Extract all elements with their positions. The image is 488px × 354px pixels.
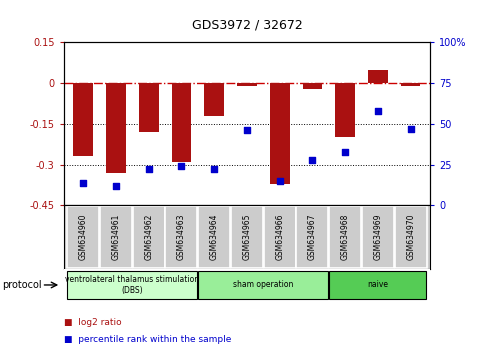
Text: GSM634965: GSM634965 [242,214,251,261]
Point [243,127,250,133]
Bar [335,83,354,137]
Bar [237,83,256,86]
Bar [394,206,426,268]
Bar [302,83,322,88]
Bar [263,206,295,268]
Bar [367,70,387,83]
Text: GSM634961: GSM634961 [111,214,120,261]
Point [275,178,283,184]
Point [341,149,348,154]
Text: GSM634968: GSM634968 [340,214,349,261]
Bar [67,206,99,268]
Bar [106,83,125,173]
Point [79,180,87,185]
Bar [73,83,93,156]
Text: GSM634969: GSM634969 [373,214,382,261]
Point [373,108,381,114]
Bar [171,83,191,162]
Point [210,167,218,172]
Text: ■  percentile rank within the sample: ■ percentile rank within the sample [63,335,230,344]
Text: ventrolateral thalamus stimulation
(DBS): ventrolateral thalamus stimulation (DBS) [65,275,199,295]
Text: GSM634967: GSM634967 [307,214,316,261]
Bar [100,206,132,268]
Point [406,126,414,132]
Text: naive: naive [366,280,387,290]
Text: GDS3972 / 32672: GDS3972 / 32672 [191,18,302,31]
Bar [165,206,197,268]
Text: GSM634963: GSM634963 [177,214,185,261]
Bar [67,271,197,299]
Point [144,167,152,172]
Bar [198,271,327,299]
Bar [296,206,328,268]
Bar [269,83,289,184]
Text: protocol: protocol [2,280,42,290]
Text: GSM634962: GSM634962 [144,214,153,261]
Bar [329,271,426,299]
Bar [361,206,393,268]
Bar [204,83,224,116]
Point [308,157,316,162]
Text: GSM634964: GSM634964 [209,214,218,261]
Bar [230,206,263,268]
Text: GSM634966: GSM634966 [275,214,284,261]
Point [112,183,120,189]
Bar [400,83,420,86]
Bar [132,206,164,268]
Text: GSM634970: GSM634970 [406,214,414,261]
Point [177,164,185,169]
Bar [139,83,158,132]
Text: GSM634960: GSM634960 [79,214,87,261]
Bar [328,206,361,268]
Bar [198,206,230,268]
Text: ■  log2 ratio: ■ log2 ratio [63,318,121,327]
Text: sham operation: sham operation [233,280,293,290]
